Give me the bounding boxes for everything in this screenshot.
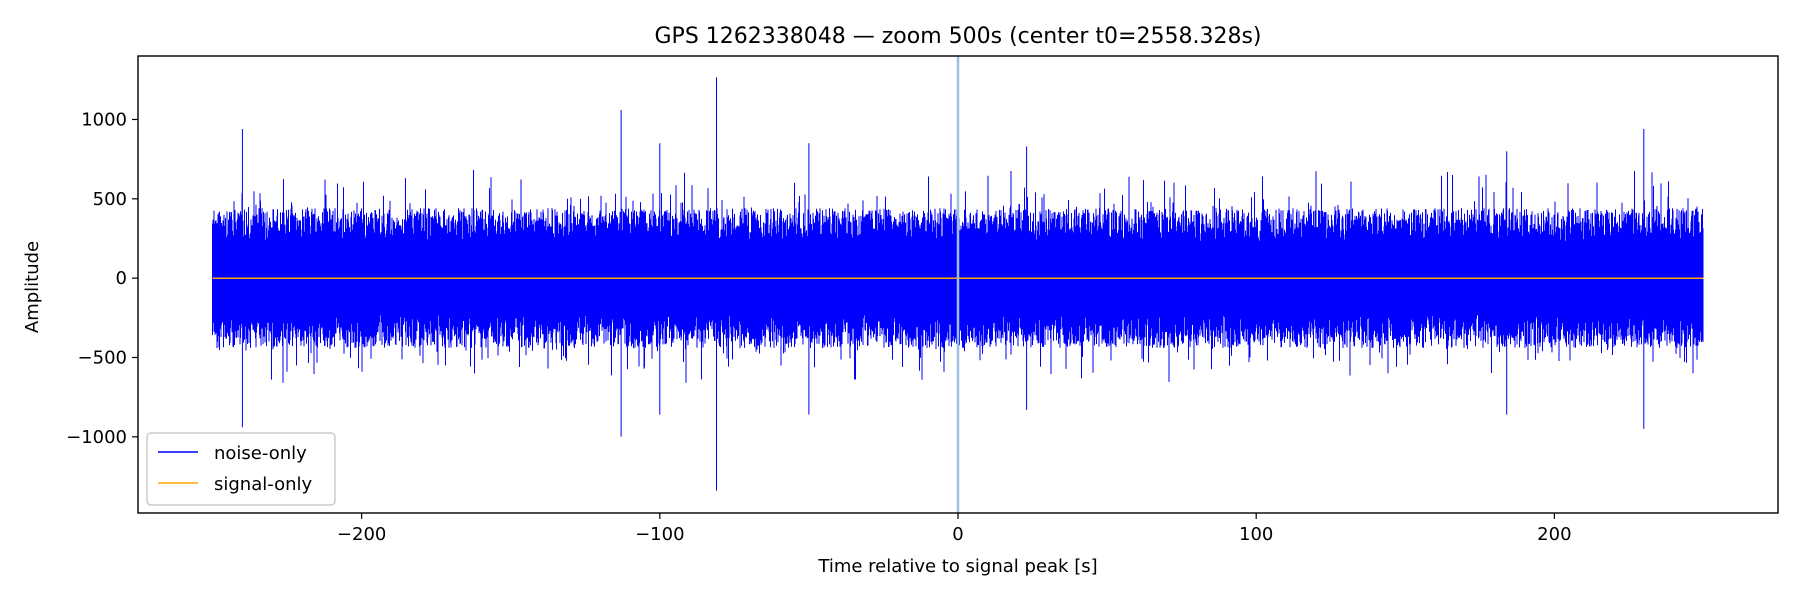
x-axis-label: Time relative to signal peak [s] [817,556,1097,577]
legend-box [146,432,336,506]
legend-label-noise-only: noise-only [214,443,307,464]
x-tick-label: 100 [1239,524,1273,545]
x-tick-label: −200 [337,524,386,545]
legend: noise-only signal-only [146,432,336,506]
y-tick-label: −1000 [66,427,127,448]
legend-label-signal-only: signal-only [214,474,312,495]
y-tick-label: 500 [93,189,127,210]
y-axis-label: Amplitude [22,241,43,333]
y-axis: 1000 500 0 −500 −1000 [66,109,138,448]
y-tick-label: −500 [78,347,127,368]
x-tick-label: −100 [635,524,684,545]
x-axis: −200 −100 0 100 200 [337,513,1572,545]
y-tick-label: 0 [116,268,127,289]
y-tick-label: 1000 [81,109,127,130]
x-tick-label: 0 [952,524,963,545]
x-tick-label: 200 [1537,524,1571,545]
chart-title: GPS 1262338048 — zoom 500s (center t0=25… [655,24,1262,49]
